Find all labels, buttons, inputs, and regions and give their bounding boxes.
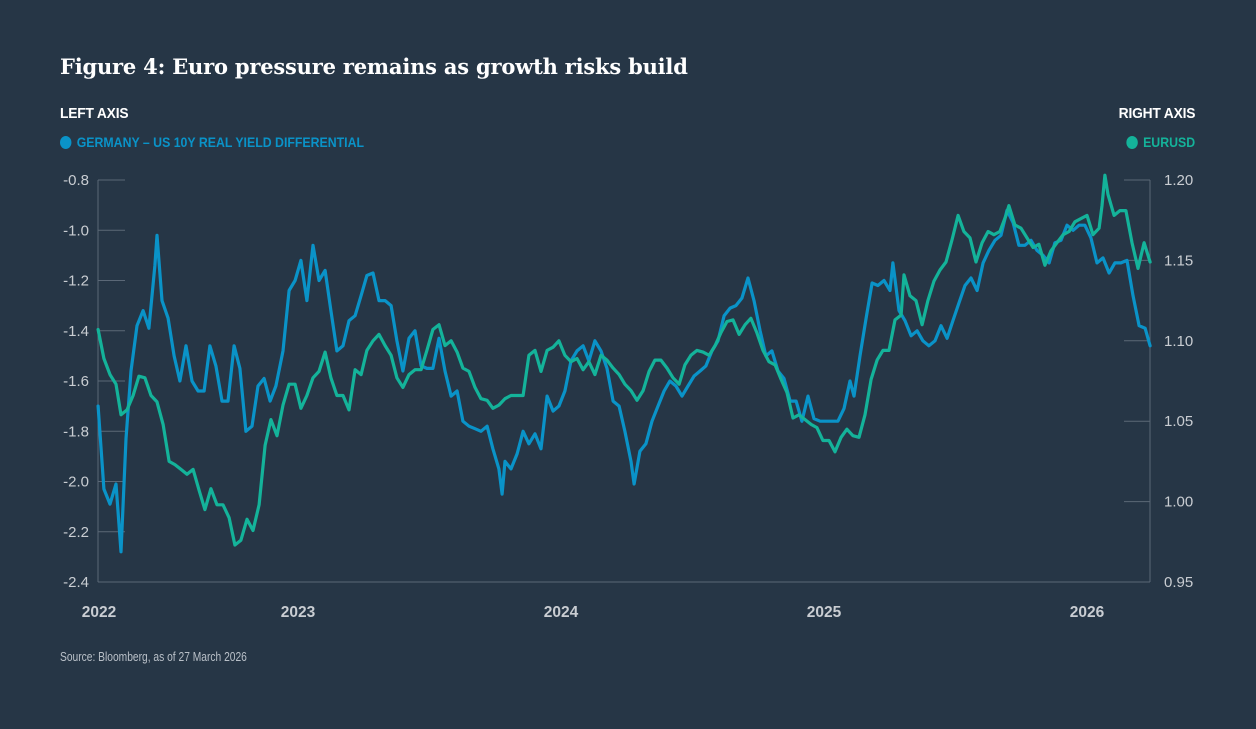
right-axis-heading: RIGHT AXIS (1118, 105, 1195, 122)
series-layer (96, 173, 1152, 554)
series-line-eurusd (96, 173, 1152, 547)
legend-item-yield-differential: GERMANY – US 10Y REAL YIELD DIFFERENTIAL (60, 134, 364, 150)
series-line-yield-differential (96, 208, 1152, 554)
x-tick-label: 2023 (281, 604, 316, 621)
right-tick-label: 1.10 (1164, 333, 1193, 350)
right-tick-label: 0.95 (1164, 574, 1193, 591)
tick-labels: -0.8 -1.0 -1.2 -1.4 -1.6 -1.8 -2.0 -2.2 -2.4 1.20… (63, 172, 1193, 621)
x-tick-label: 2022 (82, 604, 116, 621)
chart-title: Figure 4: Euro pressure remains as growt… (60, 54, 688, 79)
left-tick-label: -2.4 (63, 574, 89, 591)
x-tick-label: 2025 (807, 604, 842, 621)
left-tick-label: -0.8 (63, 172, 89, 189)
left-axis-heading: LEFT AXIS (60, 105, 129, 122)
left-tick-label: -1.8 (63, 423, 89, 440)
legend-label: GERMANY – US 10Y REAL YIELD DIFFERENTIAL (76, 134, 365, 150)
left-tick-label: -1.4 (63, 323, 89, 340)
right-tick-label: 1.05 (1164, 413, 1193, 430)
axes (97, 179, 1151, 583)
legend-item-eurusd: EURUSD (1126, 134, 1195, 150)
left-tick-label: -1.6 (63, 373, 89, 390)
x-tick-label: 2026 (1070, 604, 1105, 621)
legend-dot-icon (1126, 135, 1138, 149)
left-tick-label: -1.0 (63, 222, 89, 239)
source-note: Source: Bloomberg, as of 27 March 2026 (60, 650, 247, 664)
right-tick-label: 1.15 (1164, 252, 1193, 269)
right-tick-label: 1.20 (1164, 172, 1193, 189)
legend-label: EURUSD (1142, 134, 1195, 150)
left-tick-label: -2.2 (63, 524, 89, 541)
x-tick-label: 2024 (544, 604, 579, 621)
right-tick-label: 1.00 (1164, 494, 1193, 511)
legend-dot-icon (60, 135, 72, 149)
left-tick-label: -1.2 (63, 273, 89, 290)
left-tick-label: -2.0 (63, 474, 89, 491)
